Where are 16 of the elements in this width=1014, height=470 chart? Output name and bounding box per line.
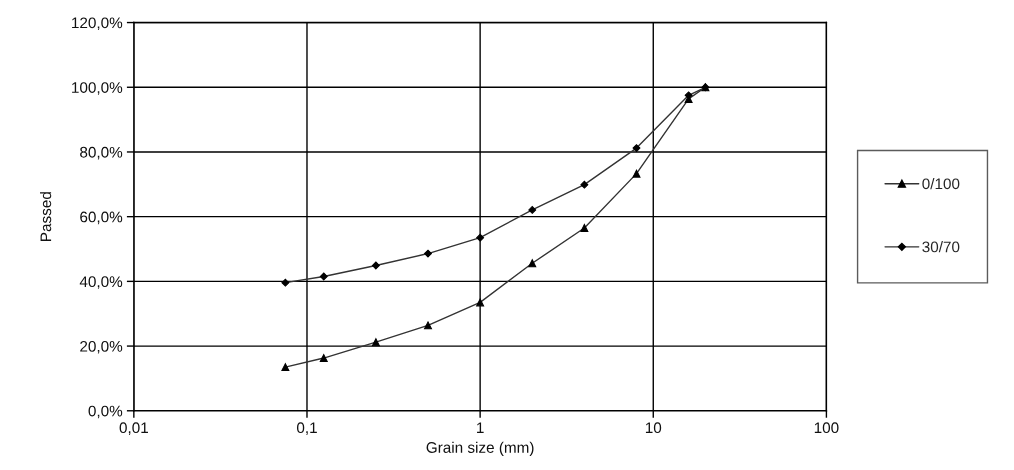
y-tick-label: 20,0%: [80, 340, 123, 354]
x-tick-label: 1: [477, 422, 484, 433]
y-tick-label: 0,0%: [88, 405, 123, 419]
y-axis-title: Passed: [40, 192, 52, 241]
x-tick-label: 0,01: [119, 422, 148, 435]
y-tick-label: 120,0%: [72, 17, 123, 31]
x-tick-label: 0,1: [296, 422, 317, 435]
x-tick-label: 100: [814, 422, 839, 434]
x-tick-label: 10: [645, 422, 662, 434]
y-tick-label: 100,0%: [72, 82, 123, 95]
x-axis-title: Grain size (mm): [426, 441, 534, 456]
y-tick-label: 40,0%: [79, 276, 123, 289]
legend-label: 30/70: [922, 241, 960, 253]
y-tick-label: 60,0%: [80, 211, 123, 225]
legend-label: 0/100: [922, 177, 960, 190]
y-tick-label: 80,0%: [80, 146, 123, 160]
